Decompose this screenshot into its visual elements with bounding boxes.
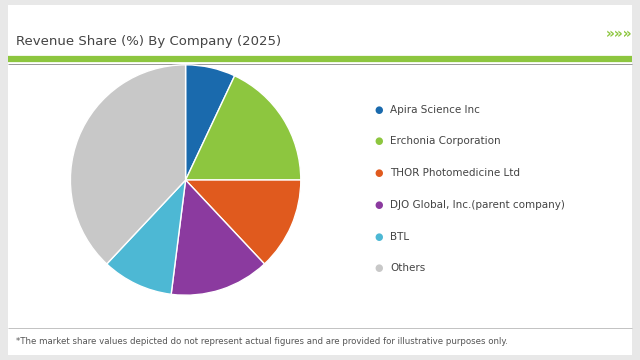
Text: BTL: BTL [390,231,410,242]
Text: Erchonia Corporation: Erchonia Corporation [390,136,501,147]
Text: ●: ● [374,200,383,210]
Text: Revenue Share (%) By Company (2025): Revenue Share (%) By Company (2025) [16,35,281,48]
Text: Others: Others [390,263,426,273]
FancyBboxPatch shape [8,5,632,355]
Text: »»»: »»» [605,27,632,41]
Text: THOR Photomedicine Ltd: THOR Photomedicine Ltd [390,168,520,178]
Wedge shape [186,76,301,180]
Text: *The market share values depicted do not represent actual figures and are provid: *The market share values depicted do not… [16,337,508,346]
Wedge shape [70,65,186,264]
Text: ●: ● [374,105,383,115]
Wedge shape [186,65,235,180]
Text: Apira Science Inc: Apira Science Inc [390,105,480,115]
Text: ●: ● [374,263,383,273]
Text: ●: ● [374,136,383,147]
Text: ●: ● [374,231,383,242]
Wedge shape [186,180,301,264]
Text: ●: ● [374,168,383,178]
Wedge shape [171,180,264,295]
Text: DJO Global, Inc.(parent company): DJO Global, Inc.(parent company) [390,200,565,210]
Wedge shape [107,180,186,294]
